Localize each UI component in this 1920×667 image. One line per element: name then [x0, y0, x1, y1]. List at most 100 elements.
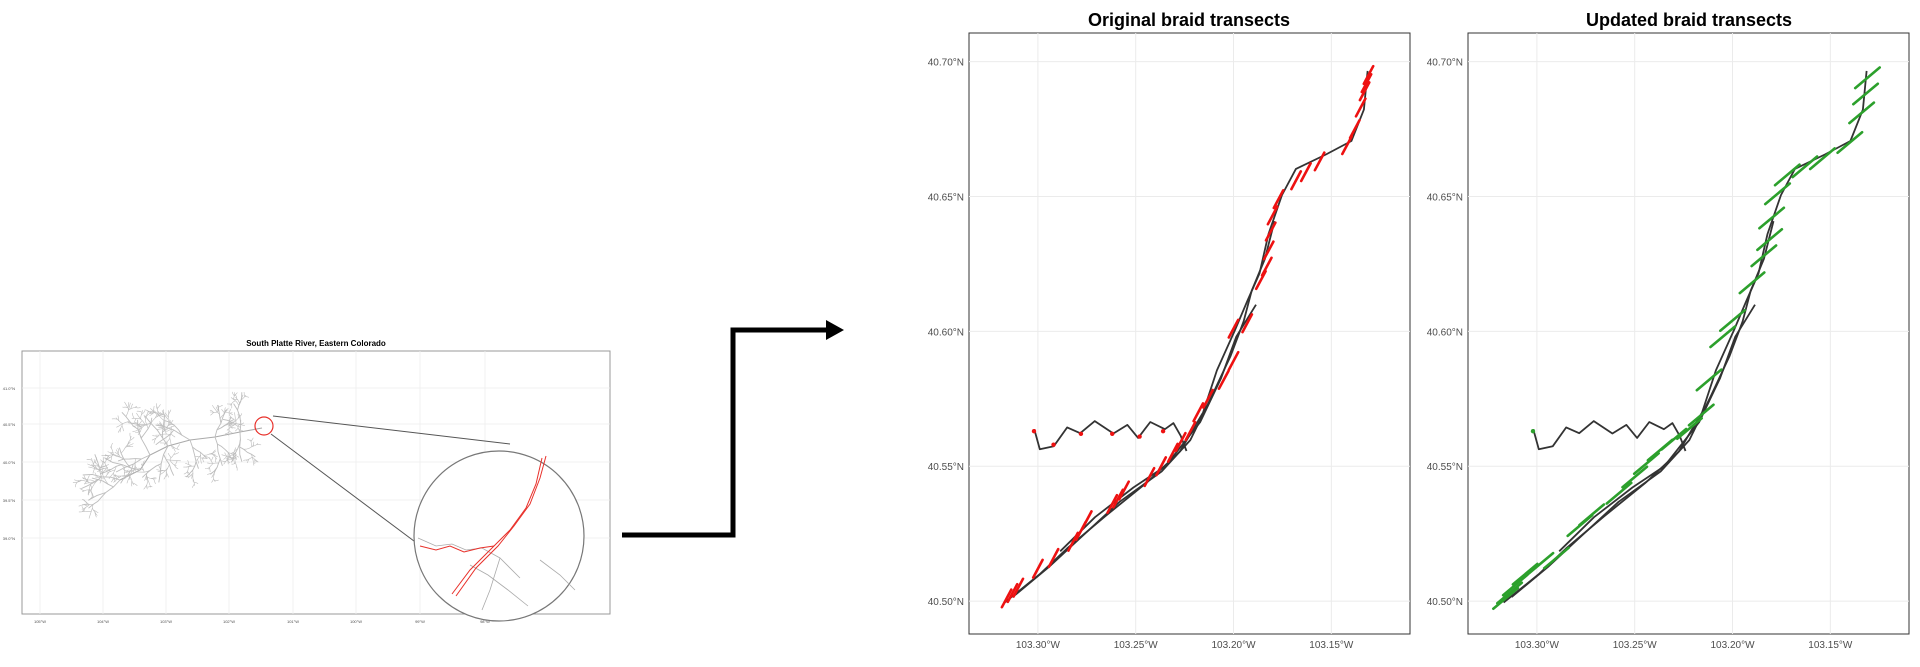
- braid-transect: [1080, 510, 1093, 531]
- river-tributary: [243, 459, 248, 461]
- river-tributary: [216, 421, 235, 431]
- zoom-connector-line: [270, 433, 427, 551]
- river-tributary: [166, 459, 181, 462]
- lat-tick-label: 39.5°N: [3, 498, 15, 503]
- braid-transect: [1511, 562, 1539, 586]
- river-tributary: [227, 457, 236, 460]
- lon-tick-label: 102°W: [223, 619, 235, 624]
- lat-axis-labels: 40.70°N 40.65°N 40.60°N 40.55°N 40.50°N: [928, 58, 964, 609]
- lat-tick-label: 40.70°N: [928, 58, 964, 69]
- lat-tick-label: 40.0°N: [3, 460, 15, 465]
- river-tributary: [233, 403, 242, 433]
- river-tributary: [166, 428, 172, 432]
- braid-transect: [1709, 325, 1737, 349]
- river-tributary: [102, 468, 107, 473]
- braid-transect: [1341, 135, 1353, 156]
- river-tributary: [133, 418, 137, 424]
- river-tributary: [239, 413, 243, 418]
- braid-transect: [1262, 240, 1275, 261]
- river-tributary: [176, 444, 180, 450]
- panel-frame: [968, 32, 1411, 635]
- river-tributary: [82, 507, 87, 512]
- river-tributary: [120, 464, 125, 470]
- river-tributary: [141, 460, 145, 466]
- river-tributary: [156, 412, 161, 417]
- river-tributary: [221, 460, 226, 462]
- river-tributary: [91, 463, 96, 469]
- river-tributary: [164, 412, 169, 418]
- river-tributary: [174, 460, 178, 466]
- river-tributary: [195, 454, 201, 461]
- river-tributary: [105, 470, 112, 472]
- river-tributary: [210, 456, 214, 461]
- river-tributary: [173, 452, 180, 455]
- river-tributary: [229, 416, 236, 422]
- river-tributary: [144, 415, 169, 447]
- lat-tick-label: 40.55°N: [1427, 462, 1463, 473]
- overview-map-title: South Platte River, Eastern Colorado: [246, 339, 386, 348]
- river-tributary: [192, 470, 194, 482]
- river-tributary: [151, 477, 157, 479]
- river-tributary: [215, 457, 217, 463]
- river-tributary: [90, 489, 93, 499]
- lat-tick-label: 40.55°N: [928, 462, 964, 473]
- river-tributary: [193, 482, 199, 484]
- braid-transect: [1227, 350, 1240, 372]
- braid-transect: [1290, 170, 1303, 191]
- braid-transect: [1362, 64, 1375, 86]
- river-tributary: [236, 466, 238, 471]
- braid-transect: [1227, 318, 1240, 339]
- river-tributary: [83, 474, 89, 483]
- river-tributary: [228, 408, 231, 414]
- braid-transect: [1012, 577, 1025, 598]
- river-tributary: [94, 511, 97, 518]
- river-tributary: [229, 457, 234, 459]
- braid-transect: [1360, 73, 1373, 94]
- river-tributary: [93, 509, 99, 514]
- river-tributary: [155, 429, 175, 446]
- river-tributary: [223, 456, 227, 460]
- braid-transect: [1241, 313, 1254, 334]
- river-tributary: [138, 424, 148, 428]
- river-tributary: [240, 394, 247, 401]
- river-tributary: [209, 409, 214, 413]
- river-tributary: [114, 451, 120, 456]
- river-tributary: [187, 471, 191, 476]
- lon-tick-label: 98°W: [480, 619, 490, 624]
- river-tributary: [207, 472, 212, 475]
- braid-transect: [1106, 493, 1119, 515]
- river-tributary: [172, 446, 176, 452]
- river-tributary: [159, 421, 163, 427]
- river-channel: [1532, 420, 1687, 452]
- river-tributary: [117, 458, 142, 462]
- river-tributary: [124, 401, 129, 410]
- river-tributary: [136, 422, 141, 427]
- river-tributary: [184, 475, 190, 478]
- river-tributary: [222, 418, 241, 425]
- river-tributary: [93, 465, 99, 467]
- lon-tick-label: 99°W: [415, 619, 425, 624]
- lat-tick-label: 40.50°N: [1427, 597, 1463, 608]
- river-tributary: [153, 437, 157, 444]
- lon-tick-label: 103.25°W: [1613, 640, 1658, 651]
- river-tributary: [251, 443, 259, 447]
- river-tributary: [88, 496, 93, 501]
- river-tributary: [187, 460, 189, 465]
- braid-transects: [1000, 64, 1375, 609]
- overview-map-grid: [22, 351, 610, 614]
- river-tributary: [135, 430, 141, 433]
- river-tributary: [244, 396, 250, 398]
- river-tributary: [146, 486, 153, 488]
- braid-transect: [1067, 531, 1080, 552]
- river-tributary: [110, 452, 124, 459]
- overview-lat-labels: 41.0°N 40.5°N 40.0°N 39.5°N 39.0°N: [3, 386, 15, 541]
- river-tributary: [160, 442, 166, 444]
- inset-braid-channel: [419, 545, 495, 553]
- river-tributary: [227, 424, 233, 427]
- braid-transect: [1202, 388, 1215, 409]
- river-tributary: [105, 454, 110, 458]
- river-tributary: [91, 477, 114, 488]
- river-tributary: [237, 392, 243, 411]
- braid-transect: [1192, 402, 1205, 423]
